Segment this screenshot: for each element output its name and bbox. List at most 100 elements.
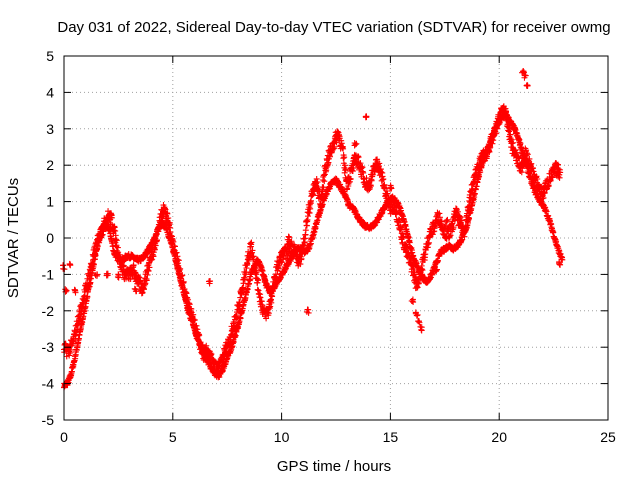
data-point-marker bbox=[93, 246, 100, 253]
data-point-marker bbox=[393, 204, 400, 211]
y-tick-label: -5 bbox=[42, 412, 55, 428]
data-point-marker bbox=[196, 332, 203, 339]
x-tick-label: 0 bbox=[60, 429, 68, 445]
data-point-marker bbox=[417, 323, 424, 330]
data-point-marker bbox=[510, 139, 517, 146]
data-point-marker bbox=[320, 184, 327, 191]
data-point-marker bbox=[321, 172, 328, 179]
data-point-marker bbox=[92, 272, 99, 279]
data-point-marker bbox=[487, 144, 494, 151]
data-point-marker bbox=[305, 309, 312, 316]
data-point-marker bbox=[193, 322, 200, 329]
data-point-marker bbox=[462, 223, 469, 230]
data-point-marker bbox=[175, 257, 182, 264]
data-point-marker bbox=[173, 249, 180, 256]
y-tick-label: -1 bbox=[42, 266, 55, 282]
data-point-marker bbox=[530, 168, 537, 175]
data-point-marker bbox=[519, 68, 526, 75]
data-point-marker bbox=[233, 314, 240, 321]
y-tick-label: -4 bbox=[42, 376, 55, 392]
data-point-marker bbox=[442, 222, 449, 229]
data-point-marker bbox=[179, 272, 186, 279]
data-point-marker bbox=[116, 251, 123, 258]
data-point-marker bbox=[453, 206, 460, 213]
data-point-marker bbox=[259, 301, 266, 308]
x-tick-label: 20 bbox=[491, 429, 507, 445]
chart-title: Day 031 of 2022, Sidereal Day-to-day VTE… bbox=[57, 19, 610, 36]
data-point-marker bbox=[273, 274, 280, 281]
data-point-marker bbox=[363, 175, 370, 182]
data-point-marker bbox=[556, 260, 563, 267]
data-point-marker bbox=[268, 299, 275, 306]
data-point-marker bbox=[443, 217, 450, 224]
data-point-marker bbox=[143, 277, 150, 284]
data-point-marker bbox=[191, 316, 198, 323]
data-point-marker bbox=[67, 346, 74, 353]
data-point-marker bbox=[380, 176, 387, 183]
data-point-marker bbox=[115, 274, 122, 281]
data-point-marker bbox=[302, 227, 309, 234]
data-point-marker bbox=[342, 166, 349, 173]
data-point-marker bbox=[208, 351, 215, 358]
data-point-marker bbox=[408, 298, 415, 305]
data-point-marker bbox=[496, 119, 503, 126]
data-point-marker bbox=[297, 261, 304, 268]
data-point-marker bbox=[231, 322, 238, 329]
data-point-marker bbox=[528, 160, 535, 167]
y-tick-label: 4 bbox=[46, 84, 54, 100]
data-point-marker bbox=[341, 154, 348, 161]
x-tick-label: 15 bbox=[383, 429, 399, 445]
data-point-marker bbox=[171, 243, 178, 250]
data-point-marker bbox=[376, 160, 383, 167]
data-point-marker bbox=[447, 232, 454, 239]
data-point-marker bbox=[384, 190, 391, 197]
data-point-marker bbox=[167, 228, 174, 235]
data-point-marker bbox=[461, 233, 468, 240]
data-point-marker bbox=[278, 259, 285, 266]
y-tick-label: -2 bbox=[42, 303, 55, 319]
data-point-marker bbox=[526, 155, 533, 162]
data-point-marker bbox=[387, 184, 394, 191]
data-point-marker bbox=[469, 187, 476, 194]
data-point-marker bbox=[142, 280, 149, 287]
y-tick-label: -3 bbox=[42, 339, 55, 355]
data-point-marker bbox=[71, 287, 78, 294]
data-point-marker bbox=[524, 151, 531, 158]
data-point-marker bbox=[548, 173, 555, 180]
y-tick-label: 3 bbox=[46, 121, 54, 137]
data-point-marker bbox=[67, 262, 74, 269]
data-point-marker bbox=[374, 165, 381, 172]
data-point-marker bbox=[130, 262, 137, 269]
data-point-marker bbox=[522, 72, 529, 79]
data-point-marker bbox=[200, 356, 207, 363]
data-point-marker bbox=[299, 251, 306, 258]
grid-lines bbox=[64, 56, 608, 420]
data-point-marker bbox=[355, 154, 362, 161]
data-point-marker bbox=[205, 278, 212, 285]
data-point-marker bbox=[523, 147, 530, 154]
data-point-marker bbox=[523, 150, 530, 157]
y-tick-label: 5 bbox=[46, 48, 54, 64]
data-point-marker bbox=[533, 173, 540, 180]
data-point-marker bbox=[503, 108, 509, 115]
data-point-marker bbox=[351, 142, 358, 149]
data-point-marker bbox=[161, 204, 168, 211]
data-point-marker bbox=[112, 236, 119, 243]
y-tick-labels: -5 -4 -3 -2 -1 0 1 2 3 4 5 bbox=[42, 48, 55, 428]
y-tick-label: 1 bbox=[46, 194, 54, 210]
data-point-marker bbox=[393, 209, 400, 216]
data-point-marker bbox=[131, 285, 138, 292]
x-axis-label: GPS time / hours bbox=[277, 458, 391, 475]
data-point-marker bbox=[521, 69, 528, 76]
y-axis-label: SDTVAR / TECUs bbox=[5, 178, 22, 298]
data-point-marker bbox=[400, 233, 407, 240]
data-point-marker bbox=[493, 130, 500, 137]
data-point-marker bbox=[139, 289, 146, 296]
y-tick-label: 0 bbox=[46, 230, 54, 246]
data-point-marker bbox=[466, 203, 473, 210]
data-point-marker bbox=[263, 315, 270, 322]
data-point-marker bbox=[170, 238, 177, 245]
data-point-marker bbox=[483, 153, 490, 160]
data-point-marker bbox=[223, 349, 230, 356]
